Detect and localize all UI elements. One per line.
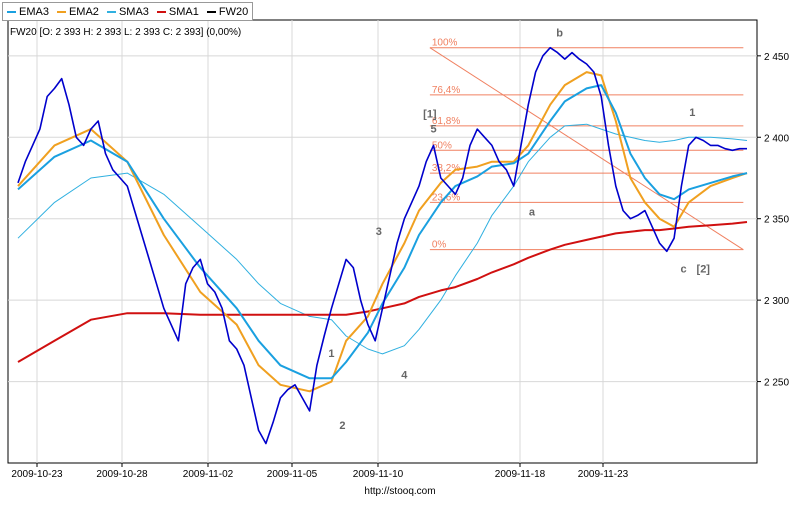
legend-swatch [156,10,166,13]
fib-level-label: 100% [432,38,458,49]
fib-level-label: 76,4% [432,85,460,96]
legend-swatch [56,10,66,13]
series-line-ema3 [17,84,748,380]
series-line-ema2 [17,71,748,393]
legend-item-sma3: SMA3 [106,5,149,18]
fib-level-label: 38,2% [432,163,460,174]
wave-label: 5 [430,123,436,135]
legend-label: EMA2 [68,5,99,18]
grid-layer [8,20,757,463]
x-tick-label: 2009-11-23 [578,469,629,480]
annotation-layer: 1 2 3 4 [1] 5 a b 1 c [2] [328,27,710,432]
chart-legend: EMA3 EMA2 SMA3 SMA1 FW20 [2,2,254,21]
legend-swatch [106,10,116,13]
legend-label: EMA3 [19,5,49,18]
series-line-sma3 [17,123,748,355]
legend-item-ema3: EMA3 [7,6,49,18]
plot-area [7,19,758,464]
wave-label: 1 [328,348,334,360]
y-tick-label: 2 450 [764,52,789,63]
wave-label: 4 [401,369,408,381]
fib-diagonal [429,47,744,251]
wave-label: 2 [339,420,345,432]
x-tick-label: 2009-10-28 [96,469,148,480]
wave-label: b [556,27,563,39]
series-layer [17,46,748,445]
wave-label: c [681,263,687,275]
x-tick-label: 2009-11-18 [495,469,546,480]
legend-label: FW20 [218,5,249,18]
legend-swatch [7,10,16,13]
source-url[interactable]: http://stooq.com [364,486,436,497]
legend-label: SMA1 [168,5,199,18]
fib-level-label: 50% [432,140,452,151]
wave-label: 1 [689,107,695,119]
series-line-fw20 [17,46,747,445]
y-tick-label: 2 250 [764,378,789,389]
x-tick-label: 2009-11-05 [267,469,318,480]
legend-swatch [206,10,216,13]
x-tick-label: 2009-10-23 [11,469,63,480]
y-tick-label: 2 400 [764,133,789,144]
legend-item-sma1: SMA1 [156,5,199,18]
y-tick-label: 2 350 [764,215,789,226]
legend-item-fw20: FW20 [206,5,249,18]
axis-layer: 2 250 2 300 2 350 2 400 2 450 2009-10-23 2009-… [11,52,789,480]
fib-level-label: 0% [432,240,447,251]
fib-level-label: 61,8% [432,116,460,127]
wave-label: [2] [697,263,711,275]
legend-item-ema2: EMA2 [56,5,99,18]
wave-label: [1] [423,109,437,121]
wave-label: 3 [376,226,382,238]
x-tick-label: 2009-11-02 [183,469,234,480]
legend-label: SMA3 [118,5,149,18]
y-tick-label: 2 300 [764,296,789,307]
x-tick-label: 2009-11-10 [353,469,404,480]
quote-line: FW20 [O: 2 393 H: 2 393 L: 2 393 C: 2 39… [10,27,242,38]
wave-label: a [529,206,536,218]
